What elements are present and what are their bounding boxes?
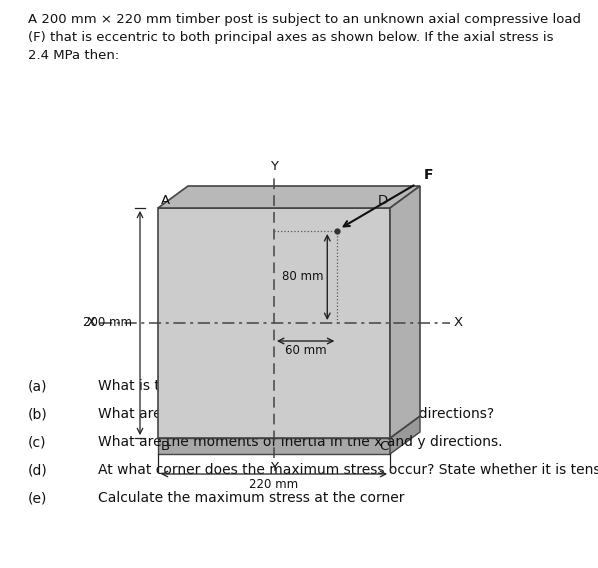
Text: (d): (d) [28, 463, 48, 477]
Text: F: F [424, 168, 434, 182]
Text: 60 mm: 60 mm [285, 344, 327, 357]
Text: (c): (c) [28, 435, 47, 449]
Polygon shape [158, 438, 390, 454]
Text: At what corner does the maximum stress occur? State whether it is tensile or com: At what corner does the maximum stress o… [98, 463, 598, 477]
Text: What are the moments of inertia in the x and y directions.: What are the moments of inertia in the x… [98, 435, 502, 449]
Text: X: X [454, 316, 463, 329]
Polygon shape [158, 186, 420, 208]
Text: C: C [379, 440, 388, 453]
Text: (e): (e) [28, 491, 47, 505]
Text: Calculate the maximum stress at the corner: Calculate the maximum stress at the corn… [98, 491, 404, 505]
Text: A 200 mm × 220 mm timber post is subject to an unknown axial compressive load
(F: A 200 mm × 220 mm timber post is subject… [28, 13, 581, 62]
Text: (a): (a) [28, 379, 47, 393]
Text: 80 mm: 80 mm [282, 270, 324, 283]
Text: A: A [161, 194, 170, 207]
Polygon shape [390, 416, 420, 454]
Text: D: D [378, 194, 388, 207]
Text: X: X [87, 316, 96, 329]
Text: B: B [161, 440, 170, 453]
Polygon shape [390, 186, 420, 438]
Text: 200 mm: 200 mm [83, 316, 132, 329]
Text: Y: Y [270, 160, 278, 173]
Text: What is the compressive load?: What is the compressive load? [98, 379, 310, 393]
Text: 220 mm: 220 mm [249, 478, 298, 491]
Text: Y: Y [270, 461, 278, 474]
Text: What are the applied moments in the x and y directions?: What are the applied moments in the x an… [98, 407, 494, 421]
Polygon shape [158, 416, 420, 438]
Text: (b): (b) [28, 407, 48, 421]
Polygon shape [158, 208, 390, 438]
